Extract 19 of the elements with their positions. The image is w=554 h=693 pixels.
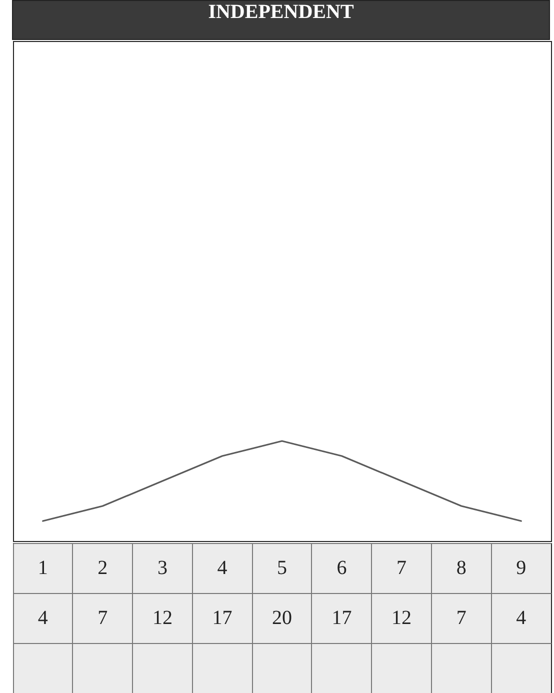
x-tick-label: 5 (277, 557, 287, 579)
x-tick-label: 2 (98, 557, 108, 579)
data-label: 20 (272, 607, 292, 629)
data-label: 7 (98, 607, 108, 629)
data-label: 12 (392, 607, 412, 629)
x-tick-label: 8 (456, 557, 466, 579)
x-tick-label: 4 (217, 557, 228, 579)
data-label: 7 (456, 607, 466, 629)
data-label: 4 (38, 607, 48, 629)
data-label: 17 (212, 607, 232, 629)
x-tick-label: 9 (516, 557, 526, 579)
x-tick-label: 1 (38, 557, 48, 579)
x-tick-label: 7 (396, 557, 407, 579)
data-label: 17 (332, 607, 352, 629)
data-label: 12 (152, 607, 172, 629)
data-label: 4 (516, 607, 526, 629)
x-tick-label: 6 (336, 557, 347, 579)
chart-title: INDEPENDENT (12, 0, 550, 40)
x-tick-label: 3 (157, 557, 168, 579)
